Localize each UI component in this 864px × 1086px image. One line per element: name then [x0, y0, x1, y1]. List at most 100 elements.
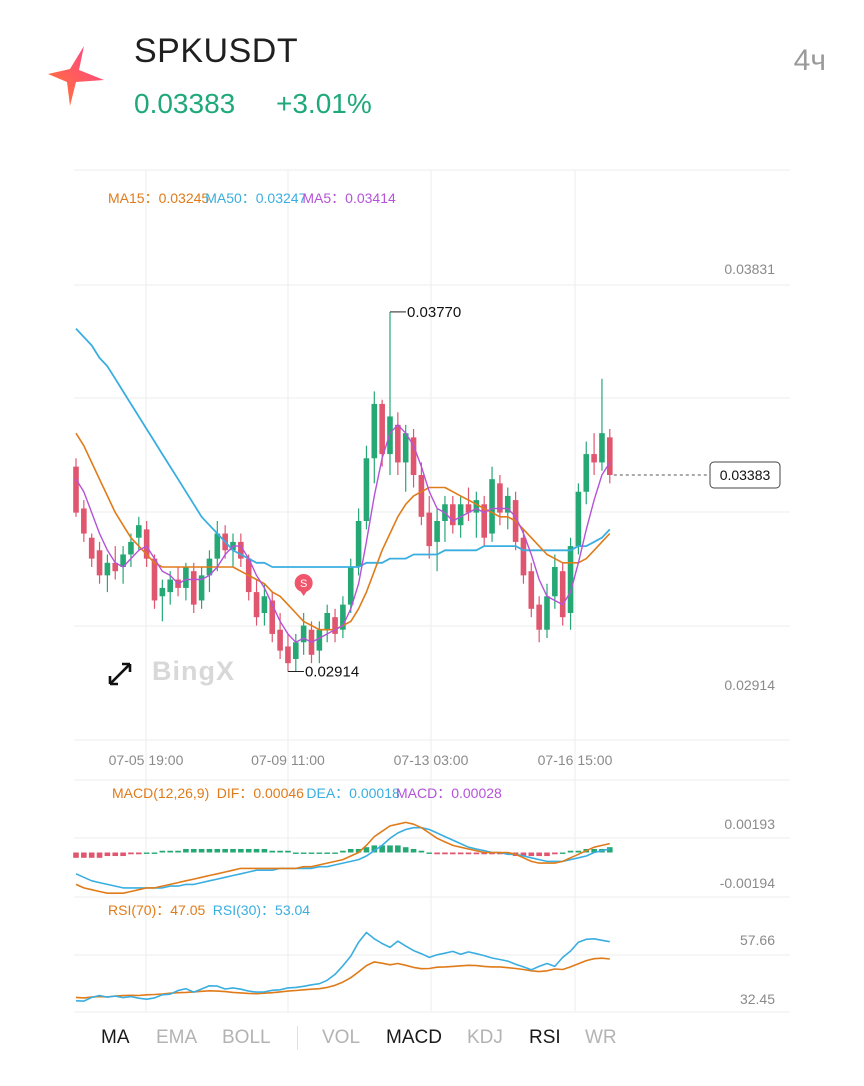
candle-body [387, 416, 393, 455]
symbol-title: SPKUSDT [134, 32, 299, 70]
candle-body [214, 533, 221, 559]
macd-histogram-bar [324, 852, 330, 854]
y-tick-label: -0.00194 [720, 875, 775, 891]
candle-body [120, 554, 126, 567]
macd-histogram-bar [379, 845, 385, 853]
candle-body [426, 512, 433, 547]
macd-histogram-bar [434, 852, 440, 855]
tab-divider [297, 1026, 298, 1050]
legend-item: RSI(70)：47.05 [108, 902, 205, 918]
macd-histogram-bar [583, 848, 590, 853]
candle-body [151, 558, 158, 601]
macd-histogram-bar [277, 850, 283, 853]
candle-body [159, 587, 166, 597]
macd-histogram-bar [261, 848, 268, 853]
macd-histogram-bar [457, 852, 464, 855]
macd-histogram-bar [363, 847, 370, 853]
candle-body [222, 533, 228, 551]
macd-histogram-bar [245, 848, 252, 853]
candle-body [316, 629, 323, 651]
macd-histogram-bar [104, 852, 111, 857]
candle-body [395, 424, 401, 463]
rsi70-line [75, 957, 610, 999]
candle-body [465, 504, 472, 513]
ma50-line [75, 327, 611, 568]
y-tick-label: 0.03831 [724, 261, 775, 277]
candle-body [245, 558, 252, 593]
candle-body [261, 596, 268, 613]
tab-rsi[interactable]: RSI [529, 1027, 561, 1048]
y-tick-label: 0.02914 [724, 677, 775, 693]
macd-histogram-bar [489, 852, 495, 855]
candle-body [536, 604, 542, 630]
macd-histogram-bar [355, 848, 362, 853]
candle-body [512, 500, 519, 542]
candle-body [88, 537, 95, 559]
macd-histogram-bar [473, 852, 480, 855]
candle-body [442, 504, 448, 521]
candle-body [363, 458, 370, 521]
candle-body [190, 571, 197, 605]
spark-star-icon [48, 46, 104, 106]
candle-body [489, 479, 495, 534]
candle-body [206, 558, 213, 576]
candle-body [607, 437, 613, 475]
candle-body [434, 521, 440, 542]
macd-histogram-bar [520, 852, 527, 857]
candle-body [504, 495, 511, 513]
tab-ma[interactable]: MA [101, 1027, 130, 1048]
legend-item: MA15：0.03245 [108, 190, 209, 206]
macd-histogram-bar [512, 852, 519, 857]
legend-item: MA5：0.03414 [302, 190, 396, 206]
candle-body [230, 541, 236, 551]
macd-histogram-bar [308, 852, 315, 854]
macd-histogram-bar [230, 848, 236, 853]
timeframe-selector[interactable]: 4ч [793, 44, 826, 77]
candle-body [379, 403, 385, 455]
candle-body [324, 613, 330, 630]
macd-histogram-bar [607, 847, 613, 853]
expand-icon[interactable] [106, 660, 134, 688]
macd-histogram-bar [536, 852, 542, 857]
tab-wr[interactable]: WR [585, 1027, 617, 1048]
tab-macd[interactable]: MACD [386, 1027, 442, 1048]
candle-body [167, 579, 173, 593]
candle-body [457, 504, 464, 526]
candle-body [128, 541, 134, 555]
candle-body [520, 537, 527, 576]
tab-kdj[interactable]: KDJ [467, 1027, 503, 1048]
macd-histogram-bar [183, 848, 189, 853]
macd-histogram-bar [410, 848, 417, 853]
y-tick-label: 32.45 [740, 991, 775, 1007]
candle-body [293, 642, 299, 659]
candle-body [253, 592, 260, 618]
macd-histogram-bar [159, 850, 166, 853]
macd-histogram-bar [497, 852, 503, 855]
macd-histogram-bar [96, 852, 103, 858]
candle-body [347, 567, 354, 605]
rsi30-line [75, 931, 610, 1002]
price-change: +3.01% [276, 88, 372, 119]
macd-histogram-bar [544, 852, 550, 857]
tab-boll[interactable]: BOLL [222, 1027, 271, 1048]
y-tick-label: 0.00193 [724, 816, 775, 832]
candle-body [552, 567, 558, 597]
candle-body [418, 475, 425, 517]
candle-body [544, 596, 550, 630]
tab-vol[interactable]: VOL [322, 1027, 361, 1048]
macd-histogram-bar [293, 852, 299, 854]
x-tick-label: 07-16 15:00 [538, 752, 613, 768]
candle-body [528, 571, 535, 609]
legend-item: DEA：0.00018 [306, 785, 400, 801]
macd-histogram-bar [332, 852, 338, 854]
last-price: 0.03383 [134, 88, 236, 119]
macd-histogram-bar [167, 850, 173, 853]
legend-item: RSI(30)：53.04 [213, 902, 310, 918]
macd-histogram-bar [222, 848, 228, 853]
tab-ema[interactable]: EMA [156, 1027, 198, 1048]
macd-histogram-bar [136, 852, 142, 855]
candle-body [340, 604, 346, 630]
dif-line [75, 821, 610, 895]
candle-body [355, 521, 362, 567]
